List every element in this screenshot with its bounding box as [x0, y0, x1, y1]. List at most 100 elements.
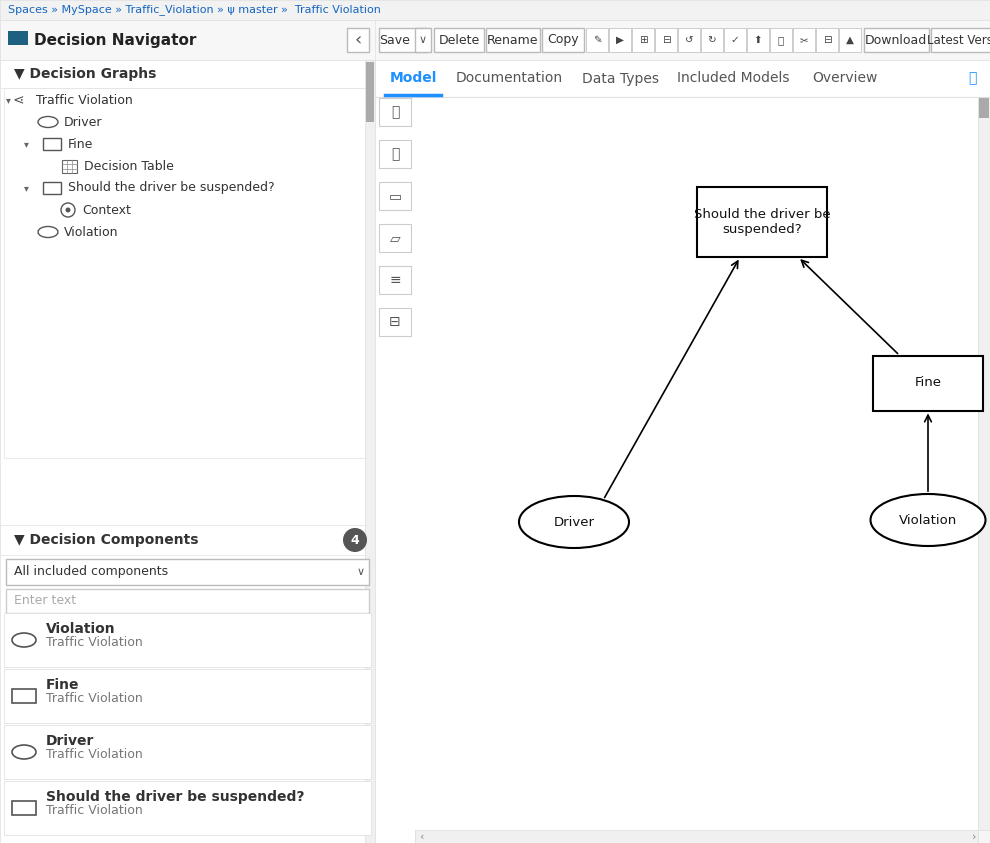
Bar [415, 97, 978, 830]
Text: ⊟: ⊟ [661, 35, 670, 45]
Bar [379, 98, 411, 126]
Text: ✎: ✎ [593, 35, 601, 45]
Text: Violation: Violation [46, 622, 116, 636]
Bar [375, 60, 990, 97]
Text: All included components: All included components [14, 566, 168, 578]
Bar [793, 28, 815, 52]
Bar [43, 182, 61, 194]
Ellipse shape [870, 494, 985, 546]
Text: Context: Context [82, 203, 131, 217]
Bar [62, 160, 77, 173]
Ellipse shape [12, 633, 36, 647]
Bar [0, 0, 990, 20]
Text: Model: Model [389, 72, 437, 85]
Text: ▼ Decision Components: ▼ Decision Components [14, 533, 199, 547]
Text: Traffic Violation: Traffic Violation [46, 804, 143, 818]
Text: ▶: ▶ [616, 35, 624, 45]
Text: Latest Version ∨: Latest Version ∨ [927, 34, 990, 46]
Bar [586, 28, 608, 52]
Text: ≡: ≡ [389, 273, 401, 287]
Bar [12, 689, 36, 703]
Text: ▭: ▭ [388, 189, 402, 203]
Text: ⧉: ⧉ [778, 35, 784, 45]
Bar [379, 140, 411, 168]
Bar [415, 28, 431, 52]
Text: ✂: ✂ [800, 35, 809, 45]
Text: ‹: ‹ [419, 831, 424, 841]
Ellipse shape [38, 116, 58, 127]
Bar [375, 97, 415, 843]
Text: ‹: ‹ [354, 31, 361, 49]
Bar [978, 97, 990, 830]
Bar [379, 182, 411, 210]
Circle shape [61, 203, 75, 217]
Text: Included Models: Included Models [677, 72, 790, 85]
Bar [6, 559, 369, 585]
Bar [697, 187, 827, 257]
Bar [366, 62, 374, 122]
Text: ▾: ▾ [24, 183, 29, 193]
Bar [655, 28, 677, 52]
Text: Spaces » MySpace » Traffic_Violation » ψ master »  Traffic Violation: Spaces » MySpace » Traffic_Violation » ψ… [8, 4, 381, 15]
Text: 🔍: 🔍 [968, 72, 976, 85]
Text: ↺: ↺ [685, 35, 693, 45]
Bar [979, 98, 989, 118]
Circle shape [343, 528, 367, 552]
Text: Enter text: Enter text [14, 594, 76, 608]
Text: ›: › [972, 831, 976, 841]
Text: Documentation: Documentation [455, 72, 562, 85]
Bar [0, 60, 375, 843]
Bar [6, 589, 369, 613]
Bar [931, 28, 990, 52]
Text: Traffic Violation: Traffic Violation [46, 749, 143, 761]
Text: ✓: ✓ [731, 35, 740, 45]
Text: Should the driver be
suspended?: Should the driver be suspended? [694, 208, 831, 236]
Text: Rename: Rename [487, 34, 539, 46]
Bar [747, 28, 769, 52]
Bar [12, 801, 36, 815]
Bar [816, 28, 838, 52]
Ellipse shape [519, 496, 629, 548]
Bar [0, 525, 375, 555]
Bar [4, 613, 371, 667]
Text: Violation: Violation [899, 513, 957, 527]
Text: 4: 4 [350, 534, 359, 546]
Text: Driver: Driver [553, 516, 595, 529]
Bar [365, 60, 375, 843]
Ellipse shape [38, 227, 58, 238]
Bar [864, 28, 929, 52]
Text: Download: Download [865, 34, 927, 46]
Bar [4, 781, 371, 835]
Bar [839, 28, 861, 52]
Text: Traffic Violation: Traffic Violation [46, 636, 143, 649]
Text: Overview: Overview [812, 72, 877, 85]
Text: ⬭: ⬭ [391, 105, 399, 119]
Bar [632, 28, 654, 52]
Bar [0, 20, 375, 60]
Bar [701, 28, 723, 52]
Text: ⋖: ⋖ [12, 93, 24, 107]
Bar [4, 725, 371, 779]
Bar [8, 31, 28, 45]
Text: ▱: ▱ [390, 231, 400, 245]
Bar [609, 28, 631, 52]
Text: ⊞: ⊞ [639, 35, 647, 45]
Bar [770, 28, 792, 52]
Text: Driver: Driver [46, 734, 94, 748]
Text: ↻: ↻ [708, 35, 717, 45]
Bar [4, 88, 371, 458]
Bar [379, 224, 411, 252]
Bar [486, 28, 540, 52]
Ellipse shape [12, 745, 36, 759]
Text: Fine: Fine [68, 137, 93, 151]
Text: Traffic Violation: Traffic Violation [36, 94, 133, 106]
Bar [873, 356, 983, 411]
Bar [379, 28, 427, 52]
Text: Should the driver be suspended?: Should the driver be suspended? [46, 790, 305, 804]
Bar [724, 28, 746, 52]
Text: ▼ Decision Graphs: ▼ Decision Graphs [14, 67, 156, 81]
Bar [347, 28, 369, 52]
Text: Should the driver be suspended?: Should the driver be suspended? [68, 181, 274, 195]
Bar [415, 830, 978, 843]
Text: Fine: Fine [46, 678, 79, 692]
